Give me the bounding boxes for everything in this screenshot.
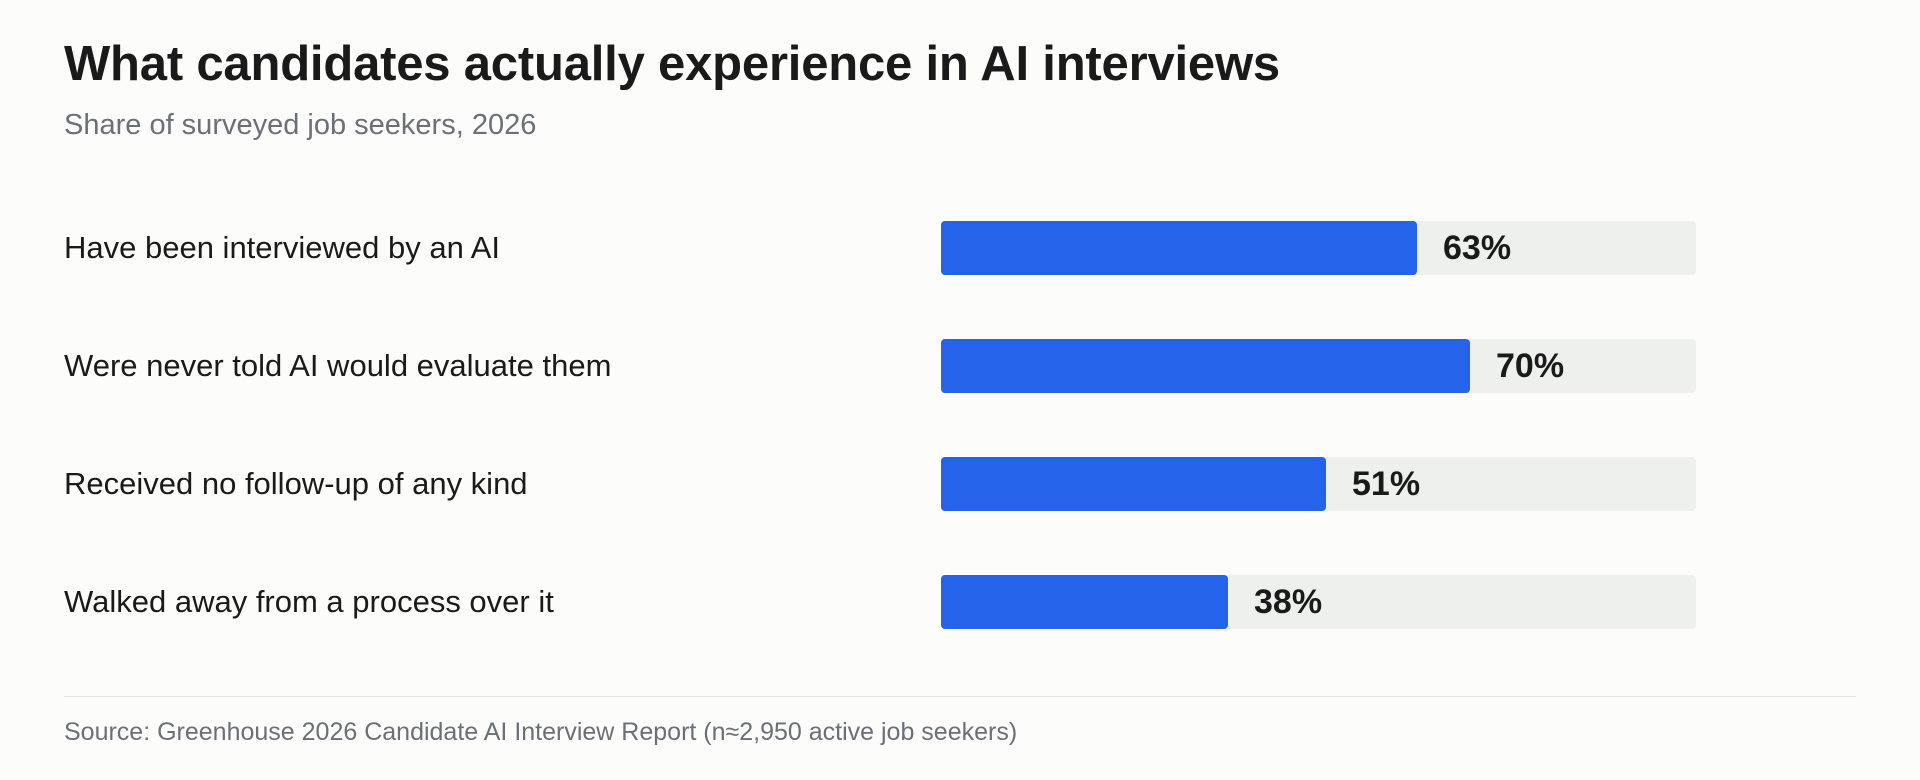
value-label: 38%: [1254, 583, 1323, 621]
bar: [941, 575, 1228, 629]
value-label: 63%: [1443, 229, 1512, 267]
category-label: Have been interviewed by an AI: [64, 230, 500, 265]
footer-divider: [64, 696, 1856, 697]
value-label: 51%: [1352, 465, 1421, 503]
category-label: Walked away from a process over it: [64, 584, 554, 619]
value-label: 70%: [1496, 347, 1565, 385]
bar: [941, 457, 1326, 511]
bar: [941, 339, 1470, 393]
source-note: Source: Greenhouse 2026 Candidate AI Int…: [64, 718, 1018, 746]
category-label: Were never told AI would evaluate them: [64, 348, 612, 383]
chart-title: What candidates actually experience in A…: [64, 37, 1280, 91]
category-label: Received no follow-up of any kind: [64, 466, 528, 501]
chart-subtitle: Share of surveyed job seekers, 2026: [64, 109, 537, 141]
bar: [941, 221, 1417, 275]
